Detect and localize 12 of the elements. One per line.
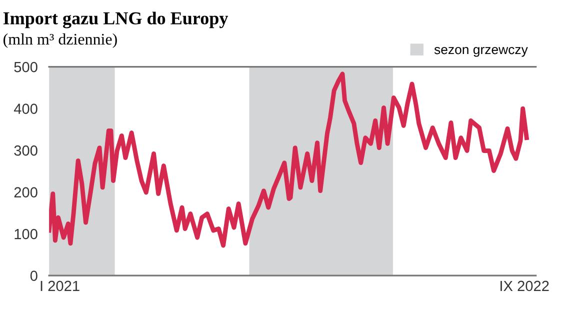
x-tick-label: IX 2022 (500, 280, 549, 292)
x-tick-label: I 2021 (40, 280, 80, 292)
chart-title: Import gazu LNG do Europy (3, 12, 228, 28)
y-tick-label: 200 (14, 187, 38, 198)
y-tick-label: 0 (30, 270, 38, 281)
legend-label: sezon grzewczy (434, 46, 528, 57)
y-tick-label: 300 (14, 145, 38, 156)
y-tick-label: 500 (14, 62, 38, 72)
y-tick-label: 400 (14, 104, 38, 114)
y-tick-label: 100 (14, 228, 38, 240)
chart-subtitle: (mln m³ dziennie) (4, 33, 117, 48)
line-series (49, 72, 529, 248)
